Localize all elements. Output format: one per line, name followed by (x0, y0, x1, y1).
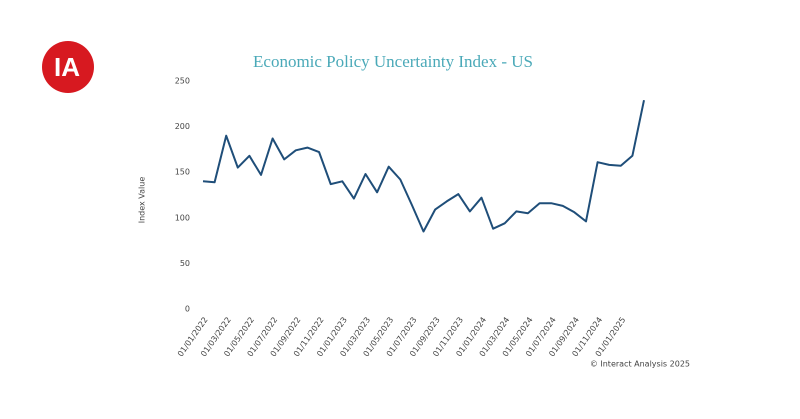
y-tick-label: 200 (175, 122, 190, 131)
y-tick-label: 150 (175, 168, 190, 177)
logo-circle (42, 41, 94, 93)
chart-title: Economic Policy Uncertainty Index - US (253, 52, 533, 71)
y-axis-label: Index Value (138, 177, 147, 224)
source: © Interact Analysis 2025 (590, 360, 690, 369)
logo: IA (54, 52, 80, 82)
y-tick-label: 50 (180, 259, 190, 268)
line (202, 99, 645, 233)
y-tick-label: 100 (175, 213, 190, 222)
y-tick-label: 250 (175, 77, 190, 86)
y-tick-label: 0 (185, 305, 190, 314)
